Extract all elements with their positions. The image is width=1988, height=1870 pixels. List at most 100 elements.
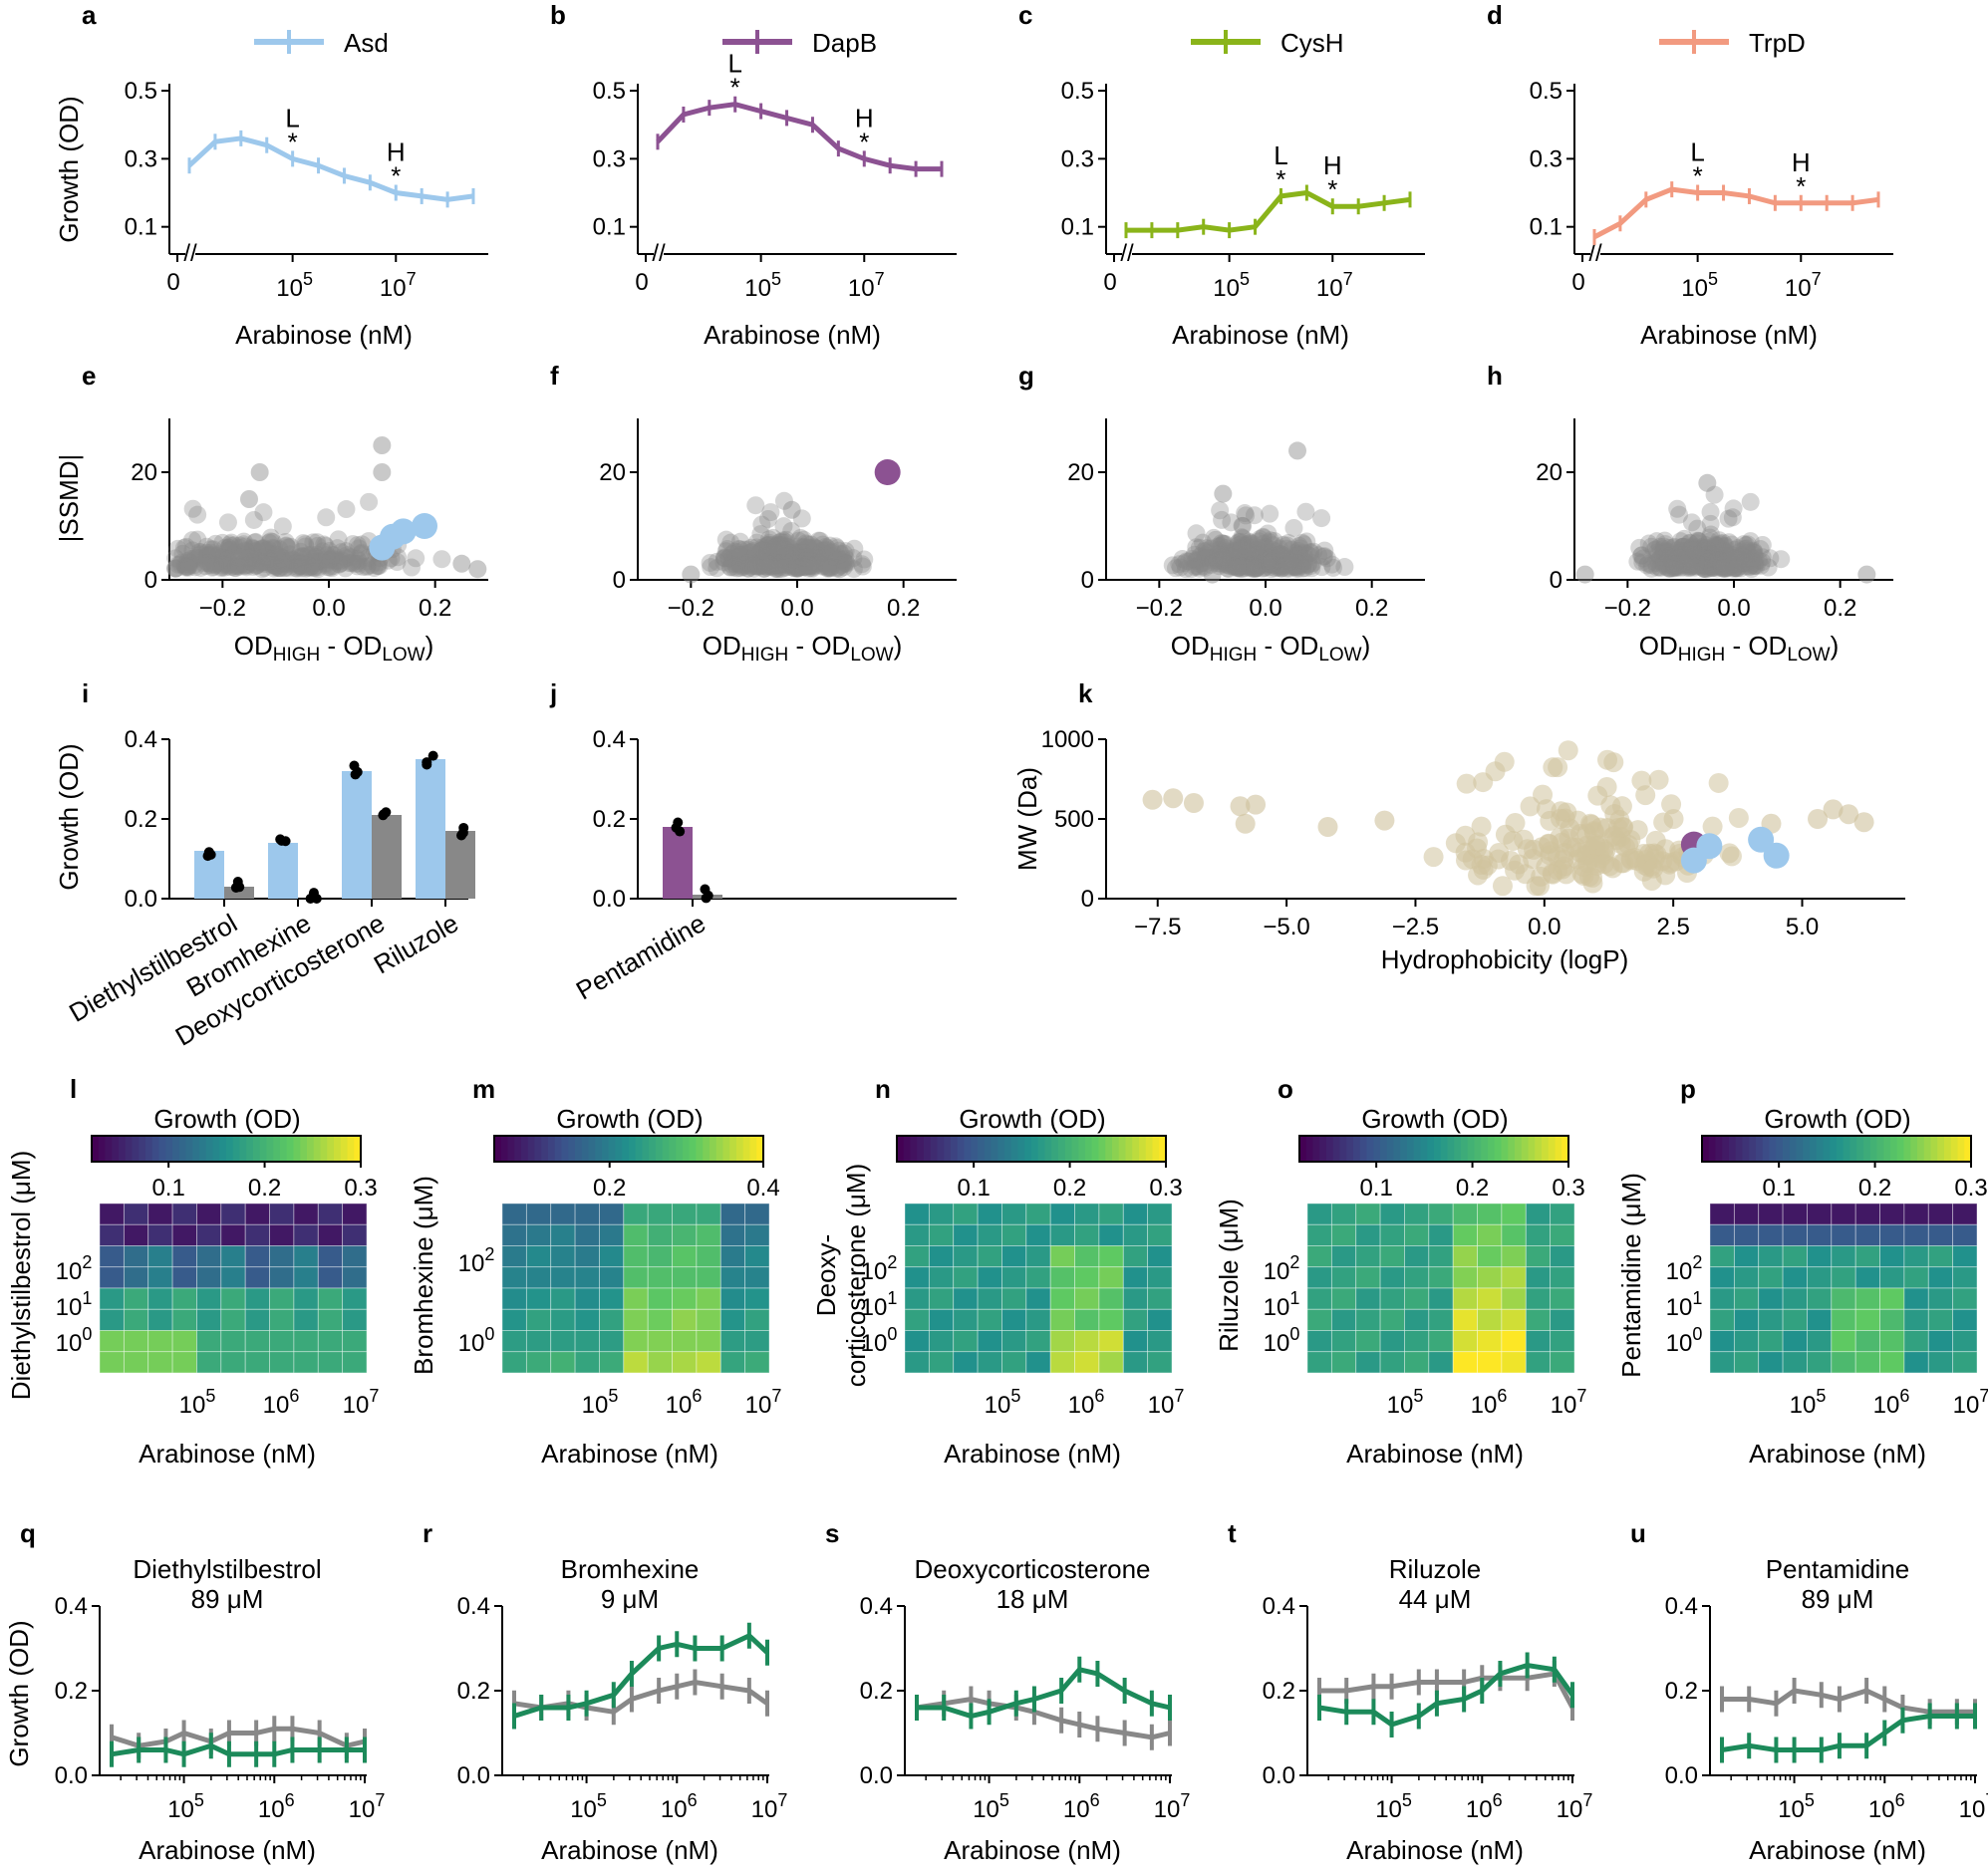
- heatmap-cell: [1903, 1223, 1929, 1246]
- heatmap-cell: [599, 1308, 625, 1331]
- grey-point: [1246, 540, 1265, 559]
- grey-point: [332, 543, 351, 562]
- colorbar-segment: [1312, 1136, 1320, 1162]
- grey-point: [330, 555, 349, 574]
- grey-point: [751, 556, 770, 575]
- grey-point: [1285, 543, 1304, 562]
- heatmap-cell: [244, 1223, 270, 1246]
- colorbar-segment: [1555, 1136, 1562, 1162]
- grey-point: [263, 532, 282, 551]
- heatmap-cell: [99, 1351, 125, 1374]
- grey-point: [800, 539, 819, 558]
- library-point: [1600, 795, 1621, 816]
- heatmap-cell: [599, 1266, 625, 1289]
- panel-a-high-star: *: [391, 161, 401, 191]
- heatmap-cell: [1709, 1245, 1735, 1268]
- panel-c-high-marker: H: [1323, 150, 1342, 180]
- heatmap-cell: [1355, 1245, 1381, 1268]
- heatmap-cell: [1025, 1202, 1051, 1225]
- grey-point: [250, 542, 269, 561]
- heatmap-cell: [123, 1287, 149, 1310]
- panel-q-title: Diethylstilbestrol: [133, 1554, 321, 1584]
- grey-point: [817, 539, 836, 558]
- panel-a-low-star: *: [288, 127, 298, 156]
- grey-point: [740, 556, 759, 575]
- grey-point: [788, 559, 807, 578]
- heatmap-cell: [574, 1351, 600, 1374]
- heatmap-cell: [1952, 1223, 1978, 1246]
- heatmap-cell: [904, 1245, 930, 1268]
- grey-point: [1312, 509, 1331, 528]
- grey-point: [270, 540, 289, 559]
- heatmap-cell: [147, 1351, 173, 1374]
- grey-point: [834, 553, 853, 572]
- grey-point: [751, 541, 770, 560]
- heatmap-cell: [123, 1266, 149, 1289]
- heatmap-cell: [719, 1202, 746, 1225]
- grey-point: [1242, 545, 1261, 564]
- colorbar-segment: [340, 1136, 348, 1162]
- heatmap-cell: [99, 1245, 125, 1268]
- grey-point: [328, 539, 347, 558]
- heatmap-cell: [647, 1223, 673, 1246]
- colorbar-segment: [1789, 1136, 1797, 1162]
- grey-point: [809, 531, 828, 550]
- heatmap-cell: [1501, 1202, 1527, 1225]
- panel-t-green-line: [1318, 1662, 1575, 1728]
- panel-r-concentration: 9 μM: [601, 1584, 659, 1614]
- grey-point: [212, 547, 231, 566]
- colorbar-segment: [1542, 1136, 1549, 1162]
- heatmap-cell: [623, 1330, 649, 1353]
- grey-point: [349, 551, 368, 570]
- grey-point: [701, 553, 719, 572]
- grey-point: [829, 541, 848, 560]
- grey-point: [261, 552, 280, 571]
- library-point: [1423, 847, 1444, 868]
- grey-point: [1295, 552, 1314, 571]
- panel-h-xlabel: ODHIGH - ODLOW): [1639, 631, 1840, 666]
- grey-point: [236, 542, 255, 561]
- grey-point: [343, 554, 362, 573]
- grey-point: [230, 538, 249, 557]
- colorbar-segment: [185, 1136, 193, 1162]
- grey-point: [281, 545, 300, 564]
- heatmap-cell: [1709, 1308, 1735, 1331]
- grey-point: [299, 546, 318, 565]
- grey-point: [798, 550, 817, 569]
- panel-r-letter: r: [423, 1518, 432, 1548]
- panel-l-xtick-label: 107: [343, 1386, 380, 1419]
- grey-point: [1296, 502, 1315, 521]
- grey-point: [1264, 547, 1282, 566]
- grey-point: [267, 545, 286, 564]
- grey-point: [305, 559, 324, 578]
- library-point: [1520, 796, 1541, 817]
- library-point: [1558, 740, 1578, 761]
- grey-point: [255, 555, 274, 574]
- heatmap-cell: [196, 1308, 222, 1331]
- heatmap-cell: [1709, 1266, 1735, 1289]
- grey-point: [178, 551, 197, 570]
- grey-point: [794, 552, 813, 571]
- panel-q-xlabel: Arabinose (nM): [139, 1835, 316, 1865]
- grey-point: [179, 553, 198, 572]
- colorbar-segment: [736, 1136, 743, 1162]
- grey-point: [168, 539, 187, 558]
- panel-g-xtick-label: 0.0: [1249, 595, 1281, 622]
- heatmap-cell: [1049, 1245, 1075, 1268]
- grey-point: [243, 543, 262, 562]
- heatmap-cell: [1001, 1223, 1027, 1246]
- grey-point: [777, 537, 796, 556]
- grey-point: [220, 535, 239, 554]
- grey-point: [1699, 550, 1718, 569]
- grey-point: [341, 548, 360, 567]
- grey-point: [269, 550, 288, 569]
- grey-point: [786, 556, 805, 575]
- colorbar-segment: [507, 1136, 515, 1162]
- heatmap-cell: [1428, 1202, 1454, 1225]
- grey-point: [818, 559, 837, 578]
- grey-point: [1737, 536, 1756, 555]
- panel-g-ytick-label: 0: [1081, 567, 1094, 594]
- grey-point: [750, 554, 769, 573]
- colorbar-segment: [320, 1136, 328, 1162]
- heatmap-cell: [1952, 1351, 1978, 1374]
